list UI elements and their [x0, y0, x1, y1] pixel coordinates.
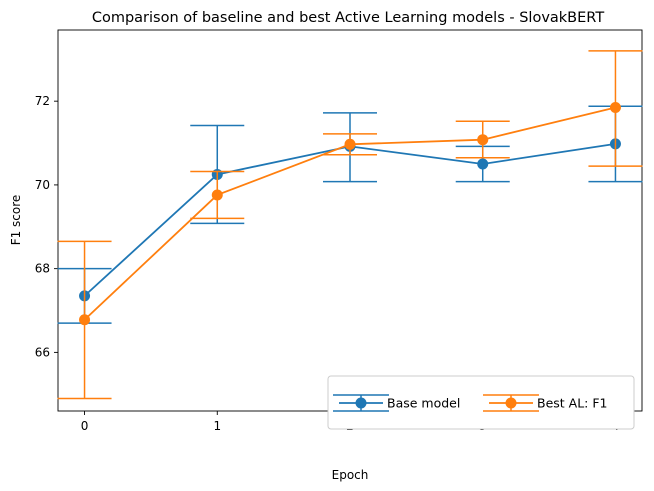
legend-entry: Best AL: F1	[483, 394, 608, 412]
x-axis-label: Epoch	[332, 468, 369, 482]
data-point	[211, 189, 223, 201]
y-tick-label: 72	[35, 94, 50, 108]
legend-frame	[327, 375, 635, 430]
x-tick-label: 1	[213, 419, 221, 433]
legend-entry: Base model	[333, 394, 460, 412]
data-point	[344, 138, 356, 150]
series-best-al-f1	[57, 50, 643, 400]
data-point	[609, 101, 621, 113]
data-point	[79, 314, 91, 326]
y-tick-label: 66	[35, 345, 50, 359]
y-axis: 66 68 70 72	[35, 94, 58, 359]
y-tick-label: 68	[35, 262, 50, 276]
legend: Base model Best AL: F1	[327, 375, 635, 430]
legend-label: Base model	[387, 396, 460, 411]
series-layer	[57, 50, 643, 400]
plot-area	[57, 29, 643, 412]
legend-marker	[355, 397, 367, 409]
legend-label: Best AL: F1	[537, 396, 608, 411]
legend-marker	[505, 397, 517, 409]
x-tick-label: 0	[81, 419, 89, 433]
data-point	[477, 134, 489, 146]
chart-title: Comparison of baseline and best Active L…	[92, 10, 604, 26]
data-point	[477, 158, 489, 170]
y-axis-label: F1 score	[9, 195, 23, 246]
y-tick-label: 70	[35, 178, 50, 192]
